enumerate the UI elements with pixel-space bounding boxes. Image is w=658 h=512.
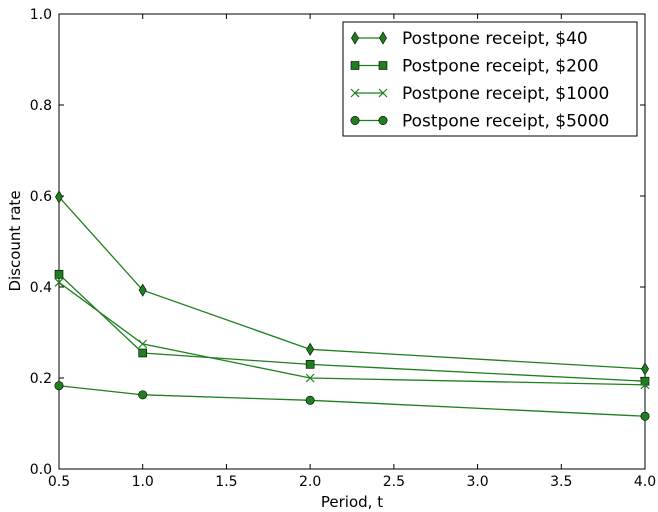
data-point bbox=[139, 284, 146, 296]
data-point bbox=[641, 363, 648, 375]
data-point bbox=[306, 360, 314, 368]
series-line bbox=[59, 197, 645, 369]
x-axis-label: Period, t bbox=[321, 493, 383, 511]
legend-marker bbox=[379, 116, 387, 124]
data-point bbox=[139, 349, 147, 357]
series-line bbox=[59, 282, 645, 384]
y-axis-label: Discount rate bbox=[6, 190, 24, 291]
x-tick-label: 4.0 bbox=[634, 474, 656, 490]
data-point bbox=[55, 191, 62, 203]
y-tick-label: 0.2 bbox=[30, 371, 52, 387]
y-tick-label: 0.8 bbox=[30, 98, 52, 114]
series-3 bbox=[55, 278, 649, 388]
x-tick-label: 3.5 bbox=[550, 474, 572, 490]
y-tick-label: 0.4 bbox=[30, 280, 52, 296]
legend-marker bbox=[351, 116, 359, 124]
x-tick-label: 1.0 bbox=[132, 474, 154, 490]
legend-marker bbox=[351, 62, 359, 70]
x-tick-label: 2.0 bbox=[299, 474, 321, 490]
legend: Postpone receipt, $40 Postpone receipt, $… bbox=[343, 22, 637, 136]
data-point bbox=[55, 270, 63, 278]
legend-label: Postpone receipt, $40 bbox=[402, 29, 588, 49]
data-point bbox=[307, 343, 314, 355]
data-point bbox=[306, 396, 314, 404]
data-point bbox=[139, 391, 147, 399]
series-line bbox=[59, 386, 645, 416]
y-tick-label: 1.0 bbox=[30, 7, 52, 23]
legend-label: Postpone receipt, $5000 bbox=[402, 112, 609, 132]
x-tick-label: 3.0 bbox=[466, 474, 488, 490]
legend-marker bbox=[379, 62, 387, 70]
y-tick-label: 0.0 bbox=[30, 462, 52, 478]
x-tick-label: 1.5 bbox=[215, 474, 237, 490]
legend-label: Postpone receipt, $200 bbox=[402, 57, 599, 77]
data-point bbox=[641, 412, 649, 420]
x-tick-label: 2.5 bbox=[383, 474, 405, 490]
series-1 bbox=[55, 191, 648, 375]
series-4 bbox=[55, 382, 649, 421]
y-tick-label: 0.6 bbox=[30, 189, 52, 205]
series-line bbox=[59, 274, 645, 381]
data-point bbox=[55, 382, 63, 390]
legend-label: Postpone receipt, $1000 bbox=[402, 84, 609, 104]
series-layer bbox=[55, 191, 649, 421]
